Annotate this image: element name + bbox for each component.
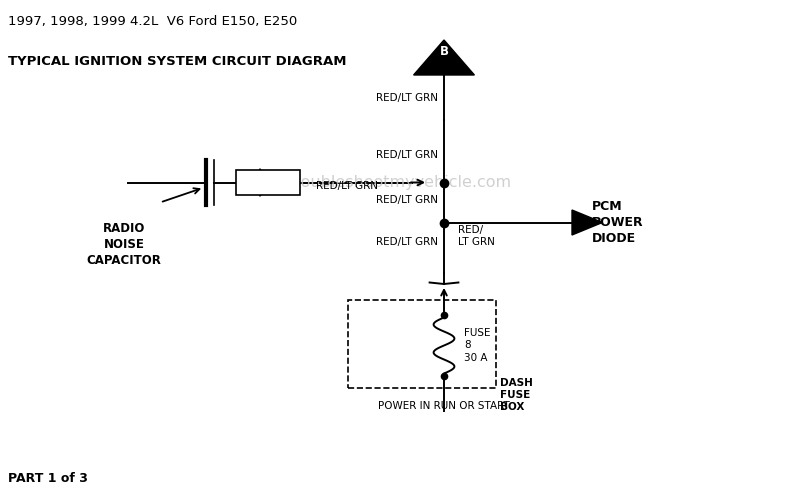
Polygon shape — [572, 210, 602, 235]
Bar — [348, 300, 496, 388]
Text: TYPICAL IGNITION SYSTEM CIRCUIT DIAGRAM: TYPICAL IGNITION SYSTEM CIRCUIT DIAGRAM — [8, 55, 346, 68]
Text: 1997, 1998, 1999 4.2L  V6 Ford E150, E250: 1997, 1998, 1999 4.2L V6 Ford E150, E250 — [8, 15, 298, 28]
Text: B: B — [439, 45, 449, 58]
Text: PART 1 of 3: PART 1 of 3 — [8, 472, 88, 485]
Text: FUSE
8
30 A: FUSE 8 30 A — [464, 328, 490, 363]
Text: troubleshootmyvehicle.com: troubleshootmyvehicle.com — [289, 175, 511, 190]
Text: RED/LT GRN: RED/LT GRN — [376, 92, 438, 102]
Polygon shape — [414, 40, 474, 75]
Text: RED/LT GRN: RED/LT GRN — [376, 195, 438, 205]
Text: DASH
FUSE
BOX: DASH FUSE BOX — [500, 378, 533, 412]
Bar — [236, 170, 300, 194]
Text: POWER IN RUN OR START: POWER IN RUN OR START — [378, 401, 510, 411]
Text: RED/LT GRN: RED/LT GRN — [316, 181, 378, 191]
Text: RED/LT GRN: RED/LT GRN — [376, 238, 438, 248]
Text: RADIO
NOISE
CAPACITOR: RADIO NOISE CAPACITOR — [86, 222, 162, 268]
Text: RED/LT GRN: RED/LT GRN — [376, 150, 438, 160]
Text: RED/
LT GRN: RED/ LT GRN — [458, 225, 495, 246]
Text: PCM
POWER
DIODE: PCM POWER DIODE — [592, 200, 644, 245]
